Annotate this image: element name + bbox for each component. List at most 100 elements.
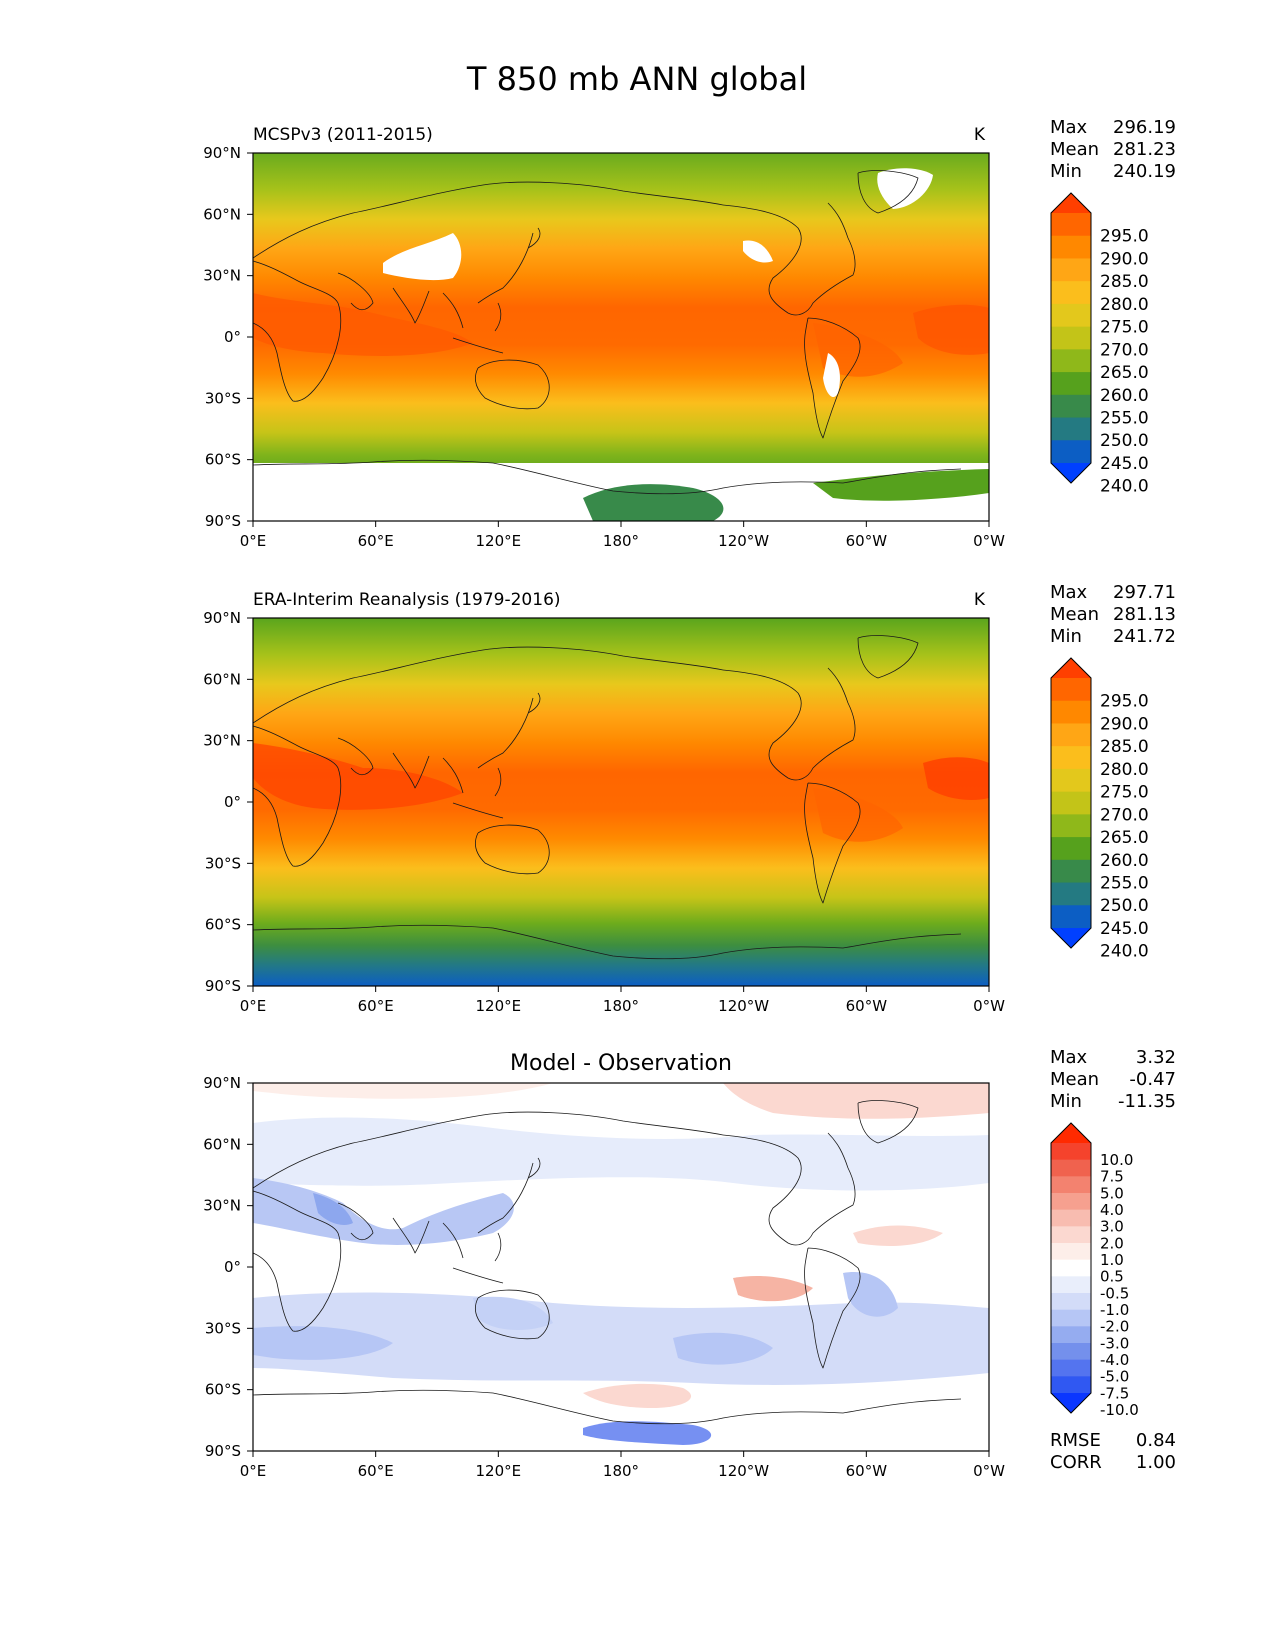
colorbar-segment [1051,281,1091,305]
metrics-block: RMSE 0.84 CORR 1.00 [1050,1430,1176,1473]
x-tick-label: 0°W [973,1462,1005,1480]
x-tick-label: 120°W [718,1462,769,1480]
colorbar-segment [1051,1243,1091,1261]
colorbar-label: 270.0 [1100,805,1149,825]
units-label: K [974,125,986,145]
x-tick-label: 0°W [973,532,1005,550]
stat-label: Mean [1050,1069,1099,1090]
negative-anomaly-region [473,1296,553,1330]
positive-anomaly-region [853,1225,943,1246]
colorbar-segment [1051,417,1091,441]
x-tick-label: 60°E [358,532,394,550]
missing-data-region [877,168,933,209]
x-tick-label: 0°E [240,997,267,1015]
colorbar-label: 3.0 [1100,1218,1124,1236]
positive-anomaly-region [253,1083,553,1099]
colorbar-label: 275.0 [1100,318,1149,338]
y-tick-label: 30°N [203,267,241,285]
colorbar-label: 250.0 [1100,431,1149,451]
stat-value: 281.13 [1113,604,1176,625]
x-axis: 0°E 60°E 120°E 180° 120°W 60°W 0°W [240,1451,1005,1480]
y-tick-label: 60°S [205,916,241,934]
negative-anomaly-region [313,1193,353,1225]
colorbar-bottom-extend [1051,928,1091,948]
stat-value: 240.19 [1113,161,1176,182]
colorbar-label: 285.0 [1100,737,1149,757]
y-tick-label: 60°S [205,451,241,469]
colorbar-label: 5.0 [1100,1184,1124,1202]
colorbar-segment [1051,349,1091,373]
colorbar-label: 2.0 [1100,1234,1124,1252]
colorbar-segment [1051,1376,1091,1394]
colorbar-segment [1051,746,1091,770]
negative-anomaly-region [673,1332,773,1365]
stat-value: -0.47 [1129,1069,1176,1090]
stat-label: Min [1050,161,1082,182]
metric-value: 0.84 [1136,1430,1176,1451]
stat-label: Min [1050,1091,1082,1112]
y-tick-label: 30°S [205,854,241,872]
positive-anomaly-region [723,1083,989,1119]
colorbar-label: 255.0 [1100,873,1149,893]
colorbar-label: -10.0 [1100,1401,1139,1419]
x-tick-label: 0°E [240,1462,267,1480]
colorbar-segment [1051,837,1091,861]
stat-label: Mean [1050,139,1099,160]
colorbar-segment [1051,859,1091,884]
stat-label: Max [1050,1047,1088,1068]
y-axis: 90°N 60°N 30°N 0° 30°S 60°S 90°S [203,609,253,995]
colorbar-segment [1051,394,1091,419]
colorbar-segment [1051,1143,1091,1161]
colorbar-segment [1051,678,1091,702]
colorbar-segment [1051,372,1091,396]
colorbar-label: 240.0 [1100,477,1149,497]
x-tick-label: 180° [603,532,639,550]
colorbar-label: -7.5 [1100,1384,1129,1402]
cold-bias-coast [583,1421,712,1445]
colorbar-label: 4.0 [1100,1201,1124,1219]
colorbar-segment [1051,1193,1091,1211]
stat-value: 241.72 [1113,626,1176,647]
colorbar-top-extend [1051,193,1091,213]
colorbar-segment [1051,882,1091,906]
missing-data-region [743,240,773,263]
colorbar-label: -5.0 [1100,1368,1129,1386]
colorbar-segment [1051,1276,1091,1294]
colorbar-label: 1.0 [1100,1251,1124,1269]
colorbar-segment [1051,258,1091,282]
colorbar-segment [1051,1309,1091,1327]
colorbar-segment [1051,1326,1091,1344]
warm-anomaly-region [253,743,463,810]
x-tick-label: 120°W [718,532,769,550]
colorbar-label: -0.5 [1100,1284,1129,1302]
panel-title: MCSPv3 (2011-2015) [253,125,433,145]
colorbar-segment [1051,1176,1091,1194]
negative-anomaly-region [843,1272,898,1317]
x-tick-label: 180° [603,1462,639,1480]
colorbar-segment [1051,1259,1091,1277]
colorbar-label: 260.0 [1100,851,1149,871]
colorbar-label: 245.0 [1100,454,1149,474]
y-tick-label: 90°N [203,1074,241,1092]
warm-anomaly-region [923,757,989,800]
figure-title: T 850 mb ANN global [466,60,807,98]
colorbar-label: 280.0 [1100,760,1149,780]
stat-label: Max [1050,117,1088,138]
y-tick-label: 0° [224,328,241,346]
stat-value: 281.23 [1113,139,1176,160]
colorbar-label: 290.0 [1100,714,1149,734]
metric-value: 1.00 [1136,1452,1176,1473]
colorbar-segment [1051,440,1091,464]
x-tick-label: 0°W [973,997,1005,1015]
colorbar-outline [1050,192,1092,484]
stat-label: Min [1050,626,1082,647]
colorbar-segment [1051,768,1091,793]
x-tick-label: 60°W [846,1462,888,1480]
colorbar-label: 275.0 [1100,783,1149,803]
difference-panel: Model - Observation 0°E 60°E 120°E 180° 120°… [203,1051,1005,1480]
y-axis: 90°N 60°N 30°N 0° 30°S 60°S 90°S [203,1074,253,1460]
x-tick-label: 60°W [846,532,888,550]
stats-block: Max 296.19 Mean 281.23 Min 240.19 [1050,117,1176,182]
